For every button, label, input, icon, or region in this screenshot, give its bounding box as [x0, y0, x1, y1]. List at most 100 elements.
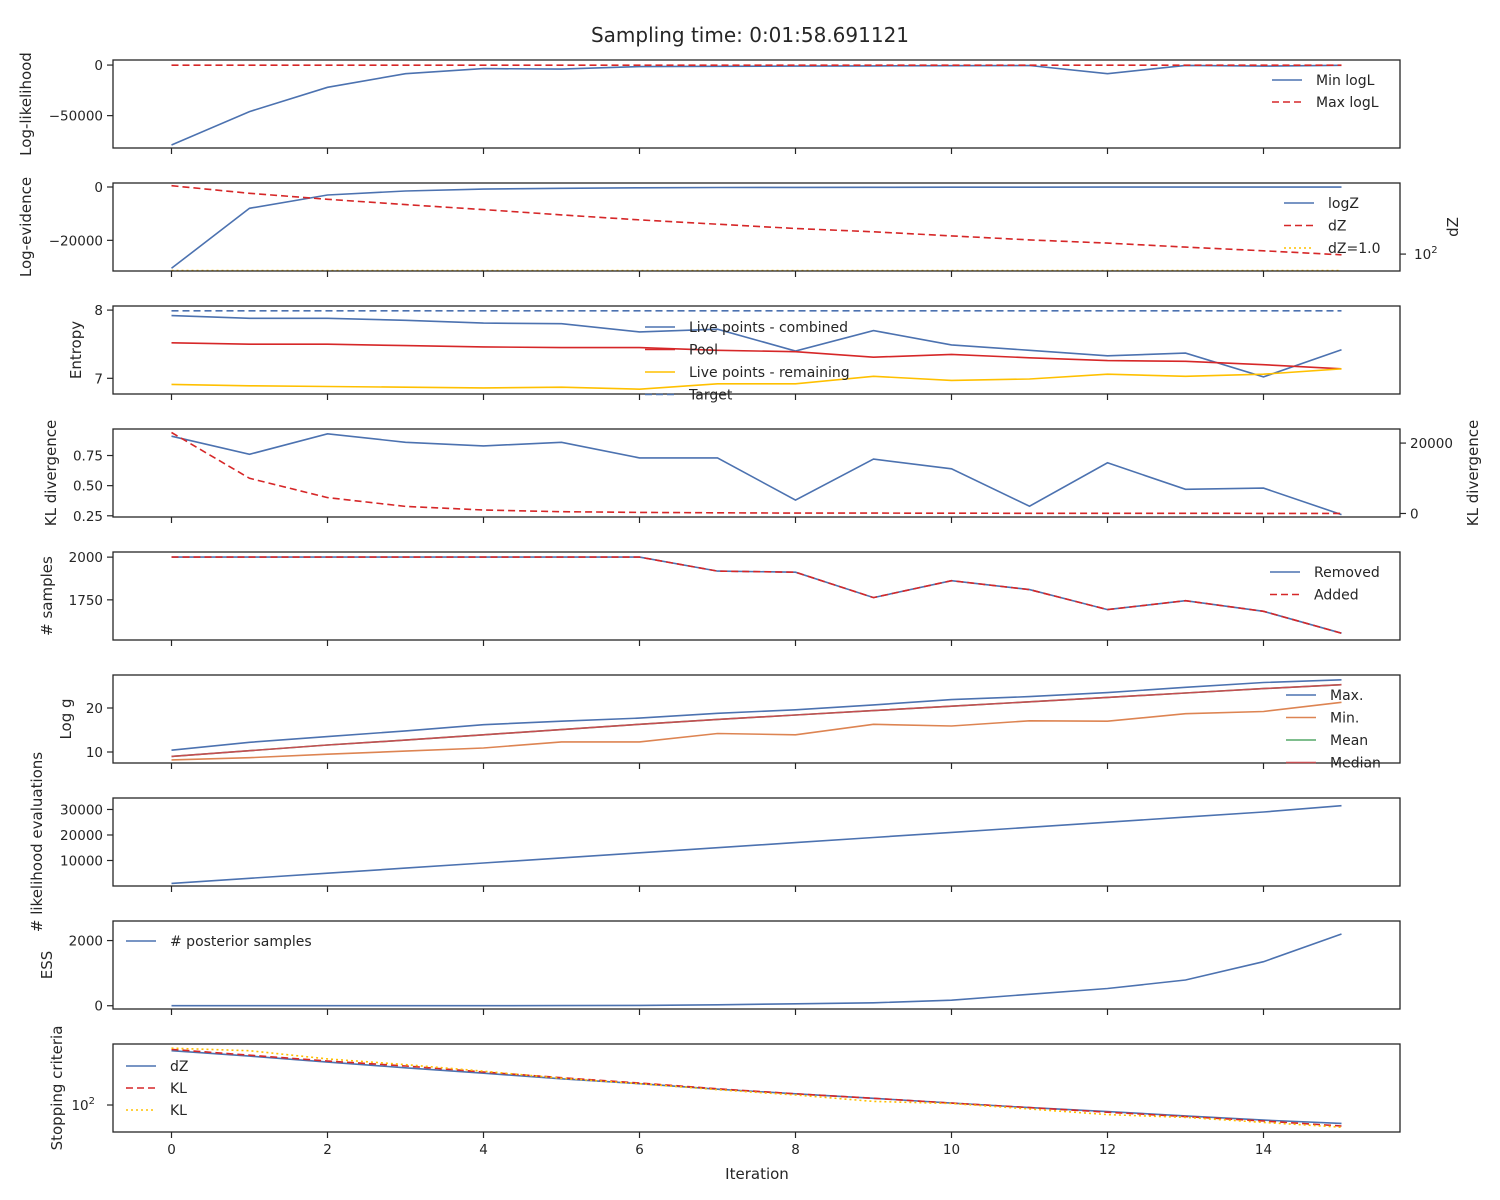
series-line-6-0 [171, 804, 1342, 885]
axes-frame [112, 920, 1401, 1010]
series-line-4-1 [171, 556, 1342, 634]
legend-label: Median [1330, 756, 1381, 772]
series-lines [171, 431, 1342, 516]
series-line-4-0 [171, 556, 1342, 634]
subplot-1: 0 −20000 102 Log-evidence dZ logZ dZ dZ=1.0 [17, 177, 1462, 277]
legend-label: dZ [1328, 219, 1346, 235]
x-tick-label: 14 [1255, 1142, 1272, 1158]
legend-label: Live points - combined [689, 320, 848, 336]
legend-label: Max logL [1316, 95, 1379, 111]
y-tick-label: 0 [94, 58, 103, 74]
legend: logZ dZ dZ=1.0 [1284, 196, 1380, 257]
series-lines [171, 804, 1342, 885]
right-y-tick-label: 0 [1410, 506, 1419, 522]
legend-label: Added [1314, 588, 1359, 604]
legend: Live points - combined Pool Live points - … [645, 320, 850, 404]
legend: Min logL Max logL [1272, 73, 1379, 111]
y-tick-label: 2000 [69, 550, 103, 566]
x-tick-label: 2 [323, 1142, 332, 1158]
y-tick-label: 7 [94, 371, 103, 387]
x-axis-label: Iteration [725, 1165, 789, 1183]
subplot-3: 0.75 0.50 0.25 20000 0 KL divergence KL diverg… [42, 420, 1482, 526]
y-tick-label: 2000 [69, 934, 103, 950]
y-tick-label: −50000 [49, 109, 103, 125]
legend: # posterior samples [126, 934, 312, 950]
y-tick-label: 0.75 [73, 449, 103, 465]
y-axis-label: Stopping criteria [48, 1026, 66, 1151]
x-tick-label: 12 [1099, 1142, 1116, 1158]
axes-frame [112, 428, 1401, 518]
series-lines [171, 309, 1342, 391]
y-axis-label: Log-evidence [17, 177, 35, 277]
y-axis-label: Log g [57, 698, 75, 739]
axes-frame [112, 182, 1401, 272]
axes-frame [112, 305, 1401, 395]
y-tick-label: 0.25 [73, 509, 103, 525]
series-line-3-0 [171, 432, 1342, 516]
y-axis-label: Entropy [67, 321, 85, 379]
legend-label: Target [688, 388, 733, 404]
right-y-axis-label: KL divergence [1464, 420, 1482, 526]
right-y-tick-base: 10 [1414, 247, 1431, 263]
legend-label: # posterior samples [170, 934, 312, 950]
x-tick-label: 0 [167, 1142, 176, 1158]
legend-label: KL [170, 1103, 187, 1119]
subplot-5: 20 10 Log g Max. Min. Mean Median [57, 674, 1401, 772]
series-lines [171, 933, 1342, 1007]
subplot-0: 0 −50000 Log-likelihood Min logL Max logL [17, 52, 1401, 156]
x-tick-label: 6 [635, 1142, 644, 1158]
series-line-0-0 [171, 64, 1342, 146]
series-line-5-3 [171, 683, 1342, 758]
series-line-8-1 [171, 1048, 1342, 1127]
y-tick-label: 102 [71, 1096, 95, 1114]
y-axis-label: # samples [38, 556, 56, 636]
legend-label: logZ [1328, 196, 1359, 212]
y-tick-label: 0 [94, 999, 103, 1015]
legend-label: Removed [1314, 565, 1380, 581]
y-tick-label: 10 [86, 745, 103, 761]
y-tick-label: 0.50 [73, 479, 103, 495]
series-line-5-1 [171, 701, 1342, 761]
right-y-axis-label: dZ [1444, 217, 1462, 237]
series-line-7-0 [171, 933, 1342, 1007]
series-lines [171, 64, 1342, 146]
series-line-5-0 [171, 679, 1342, 751]
y-tick-label: 1750 [69, 593, 103, 609]
series-line-8-0 [171, 1049, 1342, 1125]
legend-label: Live points - remaining [689, 365, 850, 381]
y-tick-label: 30000 [60, 802, 103, 818]
series-line-5-2 [171, 683, 1342, 758]
x-tick-label: 10 [943, 1142, 960, 1158]
axes-frame [112, 551, 1401, 641]
y-tick-label: −20000 [49, 233, 103, 249]
right-y-tick-label: 20000 [1410, 436, 1453, 452]
y-tick-label: 8 [94, 303, 103, 319]
subplot-6: 30000 20000 10000 # likelihood evaluations [28, 752, 1401, 932]
legend-label: Min logL [1316, 73, 1375, 89]
y-tick-label: 10000 [60, 853, 103, 869]
legend-label: Mean [1330, 733, 1368, 749]
legend: dZ KL KL [126, 1059, 188, 1119]
series-lines [171, 556, 1342, 634]
series-line-2-2 [171, 368, 1342, 391]
x-tick-label: 8 [791, 1142, 800, 1158]
subplots: 0 −50000 Log-likelihood Min logL Max logL 0 −2… [17, 52, 1482, 1158]
axes-frame [112, 797, 1401, 887]
y-axis-label: # likelihood evaluations [28, 752, 46, 932]
legend: Removed Added [1270, 565, 1380, 604]
axes-frame [112, 59, 1401, 149]
legend-label: Pool [689, 343, 718, 359]
y-axis-label: ESS [38, 951, 56, 980]
axes-frame [112, 1043, 1401, 1133]
series-line-3-1 [171, 431, 1342, 515]
series-lines [171, 1047, 1342, 1128]
y-tick-label: 20 [86, 701, 103, 717]
right-y-tick-label: 102 [1414, 245, 1438, 263]
series-line-2-1 [171, 342, 1342, 370]
series-line-1-1 [171, 184, 1342, 256]
subplot-7: 2000 0 ESS # posterior samples [38, 920, 1401, 1015]
series-line-2-0 [171, 314, 1342, 378]
